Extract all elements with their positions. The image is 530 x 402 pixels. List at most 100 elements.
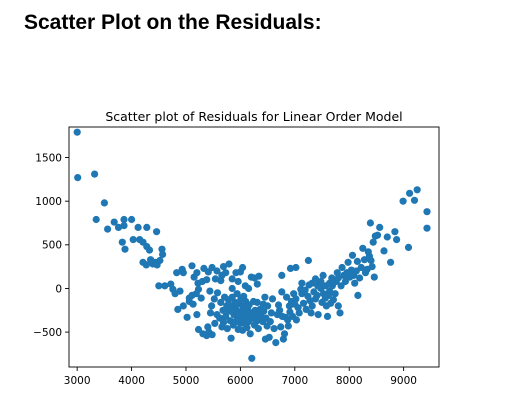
scatter-point	[253, 280, 261, 288]
scatter-point	[284, 322, 292, 330]
x-tick-label: 7000	[281, 375, 308, 387]
scatter-point	[334, 274, 342, 282]
scatter-point	[329, 296, 337, 304]
scatter-point	[217, 298, 225, 306]
scatter-point	[243, 324, 251, 332]
scatter-point	[278, 271, 286, 279]
scatter-point	[323, 312, 332, 320]
scatter-point	[208, 302, 216, 310]
scatter-point	[210, 295, 218, 303]
scatter-point	[319, 271, 327, 279]
scatter-point	[206, 309, 215, 317]
scatter-point	[359, 244, 367, 252]
x-tick-label: 9000	[390, 375, 417, 387]
scatter-point	[128, 215, 136, 224]
scatter-point	[307, 309, 315, 317]
scatter-point	[295, 309, 303, 317]
scatter-point	[278, 288, 286, 296]
scatter-point	[159, 250, 167, 258]
scatter-point	[91, 170, 99, 178]
scatter-point	[213, 267, 221, 275]
scatter-point	[193, 269, 201, 277]
scatter-point	[114, 223, 123, 231]
scatter-point	[92, 215, 100, 224]
scatter-point	[104, 225, 112, 233]
scatter-point	[366, 219, 374, 227]
scatter-point	[228, 284, 236, 293]
scatter-point	[286, 264, 295, 272]
scatter-point	[176, 287, 184, 295]
scatter-point	[228, 275, 236, 283]
scatter-point	[120, 215, 128, 224]
scatter-point	[254, 325, 262, 333]
scatter-point	[354, 291, 362, 299]
scatter-point	[158, 245, 166, 253]
scatter-point	[280, 330, 289, 338]
scatter-point	[100, 199, 108, 207]
scatter-point	[313, 291, 321, 299]
scatter-point	[353, 257, 361, 265]
scatter-point	[266, 318, 274, 326]
scatter-point	[260, 307, 268, 315]
page-heading: Scatter Plot on the Residuals:	[24, 11, 322, 34]
scatter-point	[423, 208, 431, 216]
scatter-point	[208, 331, 216, 339]
scatter-point	[380, 247, 388, 255]
scatter-point	[348, 251, 357, 259]
scatter-point	[145, 246, 154, 254]
scatter-point	[272, 339, 280, 347]
scatter-point	[193, 311, 201, 319]
scatter-point	[194, 325, 203, 334]
x-tick-label: 4000	[118, 375, 145, 387]
scatter-point	[211, 275, 219, 283]
scatter-point	[331, 290, 339, 298]
scatter-points	[73, 128, 431, 362]
plot-frame	[68, 126, 440, 368]
scatter-point	[391, 228, 399, 236]
scatter-point	[179, 302, 187, 310]
scatter-point	[73, 128, 81, 136]
scatter-point	[267, 309, 275, 317]
scatter-point	[393, 236, 401, 244]
scatter-point	[222, 269, 230, 277]
scatter-point	[399, 197, 407, 205]
scatter-point	[120, 222, 128, 230]
scatter-point	[357, 263, 365, 272]
scatter-point	[153, 228, 161, 236]
x-tick-label: 8000	[336, 375, 363, 387]
scatter-point	[213, 289, 222, 297]
scatter-point	[110, 218, 118, 226]
scatter-point	[277, 323, 285, 331]
x-axis: 3000 4000 5000 6000 7000 8000 9000	[64, 367, 417, 387]
scatter-point	[292, 295, 300, 303]
scatter-point	[239, 263, 247, 272]
scatter-point	[121, 245, 129, 253]
scatter-point	[265, 333, 273, 341]
scatter-point	[369, 238, 377, 246]
y-tick-label: 1000	[35, 196, 62, 208]
scatter-point	[222, 312, 230, 320]
scatter-point	[410, 196, 419, 204]
scatter-point	[283, 293, 291, 301]
scatter-point	[134, 223, 142, 231]
x-tick-label: 5000	[173, 375, 200, 387]
scatter-point	[304, 256, 312, 265]
scatter-point	[270, 325, 278, 333]
scatter-point	[253, 298, 261, 306]
scatter-point	[219, 263, 228, 271]
scatter-point	[203, 276, 211, 284]
chart-title: Scatter plot of Residuals for Linear Ord…	[105, 109, 402, 124]
y-axis: −500 0 500 1000 1500	[33, 152, 69, 339]
scatter-point	[336, 309, 344, 317]
scatter-point	[142, 261, 150, 269]
scatter-point	[206, 287, 214, 295]
scatter-point	[188, 262, 196, 270]
scatter-point	[383, 233, 391, 241]
y-tick-label: 1500	[35, 152, 62, 164]
scatter-point	[376, 223, 384, 231]
y-tick-label: 500	[42, 240, 62, 252]
scatter-point	[373, 231, 382, 239]
scatter-point	[74, 174, 82, 182]
scatter-point	[314, 311, 322, 319]
